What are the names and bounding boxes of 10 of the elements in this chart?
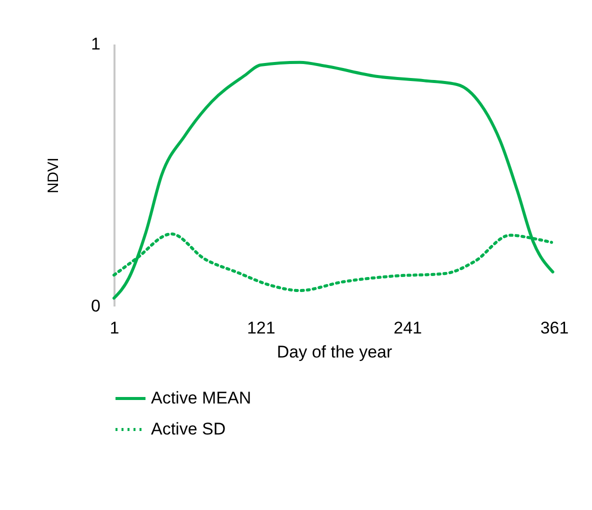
legend-label: Active SD <box>151 420 226 438</box>
line-series <box>112 60 554 300</box>
x-tick-label: 1 <box>110 318 120 338</box>
legend-label: Active MEAN <box>151 388 252 408</box>
x-tick-label: 241 <box>394 318 422 338</box>
x-tick-label: 121 <box>246 318 276 338</box>
y-tick-label: 0 <box>91 296 100 316</box>
x-axis-title: Day of the year <box>276 342 392 362</box>
y-axis-title: NDVI <box>45 158 62 194</box>
x-tick-label: 361 <box>540 318 569 338</box>
